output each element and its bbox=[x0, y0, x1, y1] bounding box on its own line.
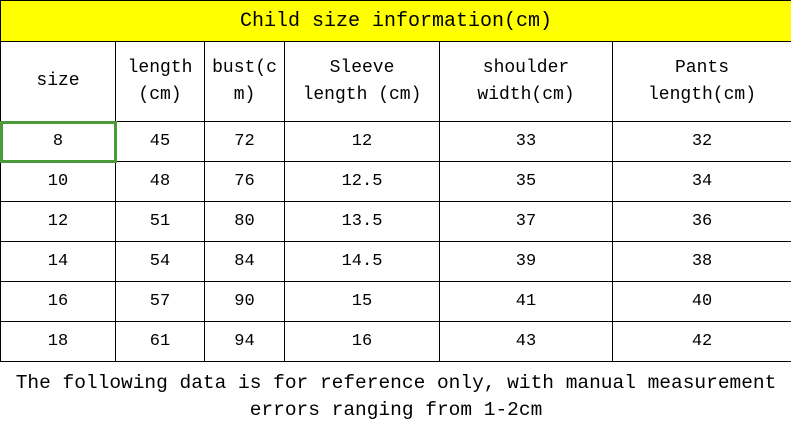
header-cell: length (cm) bbox=[115, 41, 205, 122]
data-cell: 12 bbox=[0, 201, 116, 242]
data-cell: 42 bbox=[611, 321, 791, 362]
data-row: 12 51 80 13.5 37 36 bbox=[0, 201, 791, 242]
data-cell: 16 bbox=[284, 321, 440, 362]
data-cell: 18 bbox=[0, 321, 116, 362]
data-cell: 12.5 bbox=[284, 161, 440, 202]
data-cell: 84 bbox=[204, 241, 285, 282]
data-cell: 16 bbox=[0, 281, 116, 322]
data-row: 8 45 72 12 33 32 bbox=[0, 120, 791, 163]
title-row: Child size information(cm) bbox=[0, 0, 791, 42]
data-row: 16 57 90 15 41 40 bbox=[0, 281, 791, 322]
data-cell: 80 bbox=[204, 201, 285, 242]
data-cell: 61 bbox=[115, 321, 205, 362]
data-cell: 37 bbox=[439, 201, 613, 242]
data-cell: 54 bbox=[115, 241, 205, 282]
header-cell: size bbox=[0, 41, 116, 122]
data-cell: 51 bbox=[115, 201, 205, 242]
data-cell: 45 bbox=[115, 121, 205, 162]
data-cell: 34 bbox=[611, 161, 791, 202]
data-cell: 12 bbox=[284, 121, 440, 162]
data-cell: 40 bbox=[611, 281, 791, 322]
footer-row: The following data is for reference only… bbox=[0, 361, 791, 431]
data-cell: 15 bbox=[284, 281, 440, 322]
data-cell: 38 bbox=[611, 241, 791, 282]
data-cell: 14 bbox=[0, 241, 116, 282]
data-cell: 33 bbox=[439, 121, 613, 162]
data-cell: 35 bbox=[439, 161, 613, 202]
header-cell: bust(c m) bbox=[204, 41, 285, 122]
data-cell: 57 bbox=[115, 281, 205, 322]
data-cell: 14.5 bbox=[284, 241, 440, 282]
data-cell: 43 bbox=[439, 321, 613, 362]
data-cell: 39 bbox=[439, 241, 613, 282]
header-cell: Pants length(cm) bbox=[611, 41, 791, 122]
data-cell: 48 bbox=[115, 161, 205, 202]
data-cell: 94 bbox=[204, 321, 285, 362]
data-cell: 41 bbox=[439, 281, 613, 322]
data-cell: 72 bbox=[204, 121, 285, 162]
data-cell: 90 bbox=[204, 281, 285, 322]
header-row: size length (cm) bust(c m) Sleeve length (c… bbox=[0, 41, 791, 122]
data-row: 18 61 94 16 43 42 bbox=[0, 321, 791, 362]
table-title: Child size information(cm) bbox=[0, 0, 791, 42]
data-cell: 32 bbox=[611, 121, 791, 162]
data-cell: 36 bbox=[611, 201, 791, 242]
data-row: 14 54 84 14.5 39 38 bbox=[0, 241, 791, 282]
data-cell: 8 bbox=[0, 120, 117, 163]
data-cell: 13.5 bbox=[284, 201, 440, 242]
header-cell: Sleeve length (cm) bbox=[284, 41, 440, 122]
header-cell: shoulder width(cm) bbox=[439, 41, 613, 122]
data-cell: 10 bbox=[0, 161, 116, 202]
data-row: 10 48 76 12.5 35 34 bbox=[0, 161, 791, 202]
footer-note: The following data is for reference only… bbox=[0, 361, 791, 431]
data-cell: 76 bbox=[204, 161, 285, 202]
